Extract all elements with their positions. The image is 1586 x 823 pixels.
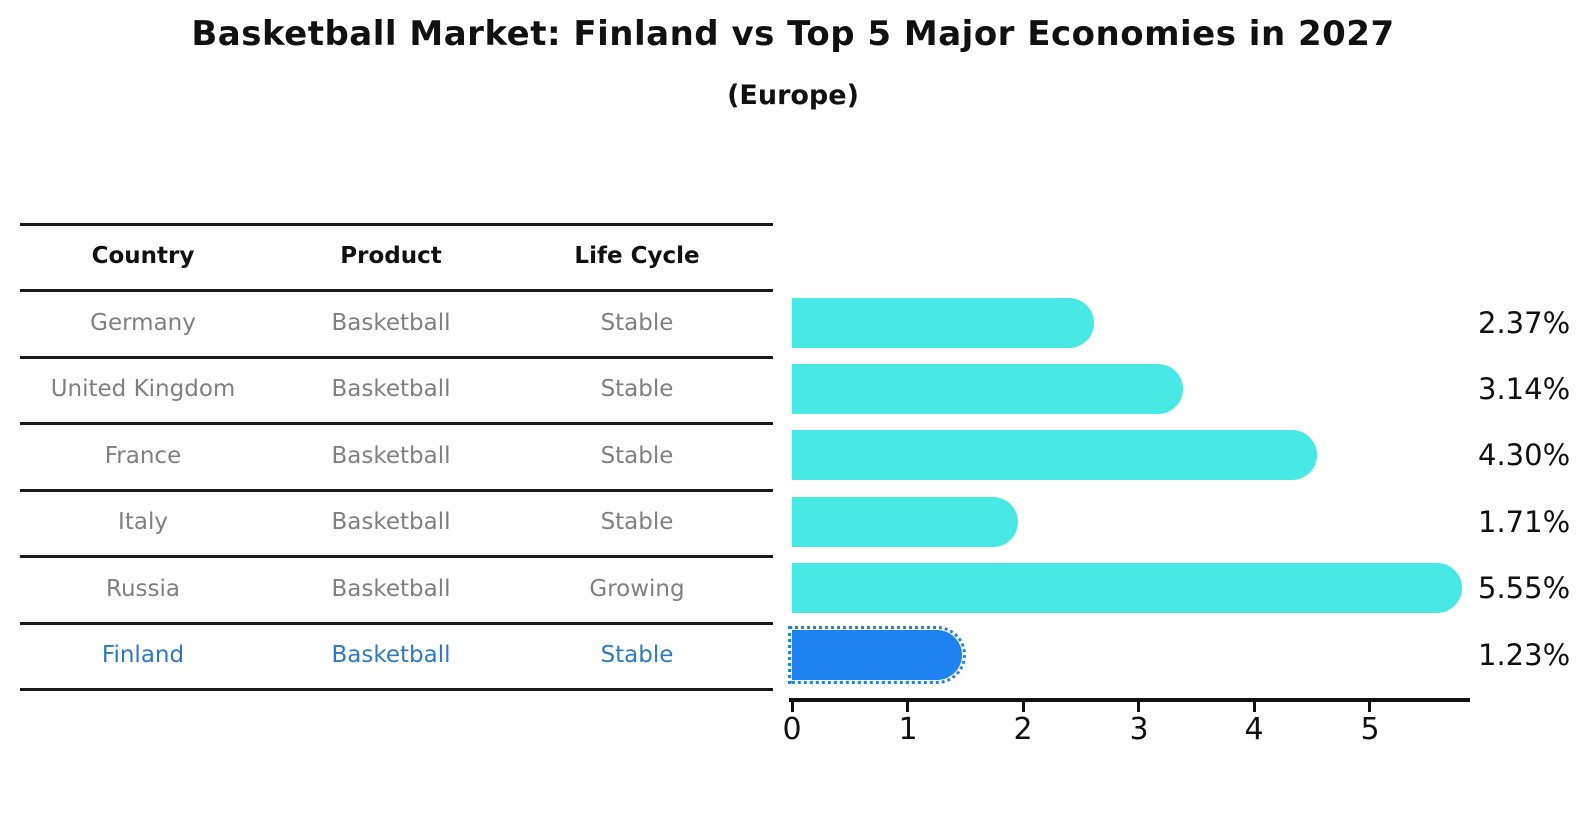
cell-product: Basketball [331, 509, 451, 535]
cell-product: Basketball [331, 376, 451, 402]
table-rule [20, 489, 773, 492]
x-axis-tick [791, 702, 794, 712]
table-row: United Kingdom Basketball Stable [20, 356, 773, 422]
table-row: Italy Basketball Stable [20, 489, 773, 555]
cell-country: Germany [90, 310, 196, 336]
x-axis-tick [1368, 702, 1371, 712]
column-header-country: Country [91, 243, 195, 269]
bar-germany [792, 298, 1094, 348]
cell-country: United Kingdom [50, 376, 236, 402]
value-label-italy: 1.71% [1478, 505, 1571, 539]
x-axis-tick [906, 702, 909, 712]
value-label-germany: 2.37% [1478, 306, 1571, 340]
cell-life-cycle: Stable [600, 509, 674, 535]
value-label-russia: 5.55% [1478, 571, 1571, 605]
chart-title: Basketball Market: Finland vs Top 5 Majo… [191, 14, 1395, 54]
bar-italy [792, 497, 1018, 547]
x-tick-label: 5 [1360, 712, 1380, 747]
cell-country: Russia [106, 576, 180, 602]
cell-product: Basketball [331, 642, 451, 668]
x-tick-label: 4 [1244, 712, 1264, 747]
cell-country: Finland [101, 642, 185, 668]
table-rule [20, 356, 773, 359]
cell-life-cycle: Stable [600, 310, 674, 336]
cell-product: Basketball [331, 310, 451, 336]
cell-life-cycle: Growing [589, 576, 685, 602]
cell-product: Basketball [331, 443, 451, 469]
table-row: Russia Basketball Growing [20, 556, 773, 622]
bar-france [792, 430, 1318, 480]
chart-subtitle: (Europe) [727, 80, 859, 111]
bar-united-kingdom [792, 364, 1183, 414]
cell-life-cycle: Stable [600, 376, 674, 402]
bar-finland [787, 626, 967, 684]
table-row: Finland Basketball Stable [20, 622, 773, 688]
cell-life-cycle: Stable [600, 443, 674, 469]
cell-product: Basketball [331, 576, 451, 602]
x-tick-label: 3 [1129, 712, 1149, 747]
table-header-row: Country Product Life Cycle [20, 223, 773, 289]
table-row: France Basketball Stable [20, 423, 773, 489]
value-label-france: 4.30% [1478, 438, 1571, 472]
table-rule [20, 688, 773, 691]
x-axis-line [789, 698, 1470, 702]
x-tick-label: 1 [898, 712, 918, 747]
table-rule [20, 555, 773, 558]
x-axis-tick [1253, 702, 1256, 712]
x-tick-label: 0 [782, 712, 802, 747]
cell-country: Italy [118, 509, 168, 535]
value-label-finland: 1.23% [1478, 638, 1571, 672]
table-rule [20, 223, 773, 226]
table-rule [20, 289, 773, 292]
table-rule [20, 622, 773, 625]
column-header-life-cycle: Life Cycle [574, 243, 700, 269]
cell-country: France [104, 443, 182, 469]
table-rule [20, 422, 773, 425]
table-row: Germany Basketball Stable [20, 290, 773, 356]
cell-life-cycle: Stable [600, 642, 674, 668]
x-axis-tick [1022, 702, 1025, 712]
value-label-united-kingdom: 3.14% [1478, 372, 1571, 406]
x-tick-label: 2 [1013, 712, 1033, 747]
bar-russia [792, 563, 1462, 613]
column-header-product: Product [340, 243, 442, 269]
x-axis-tick [1137, 702, 1140, 712]
